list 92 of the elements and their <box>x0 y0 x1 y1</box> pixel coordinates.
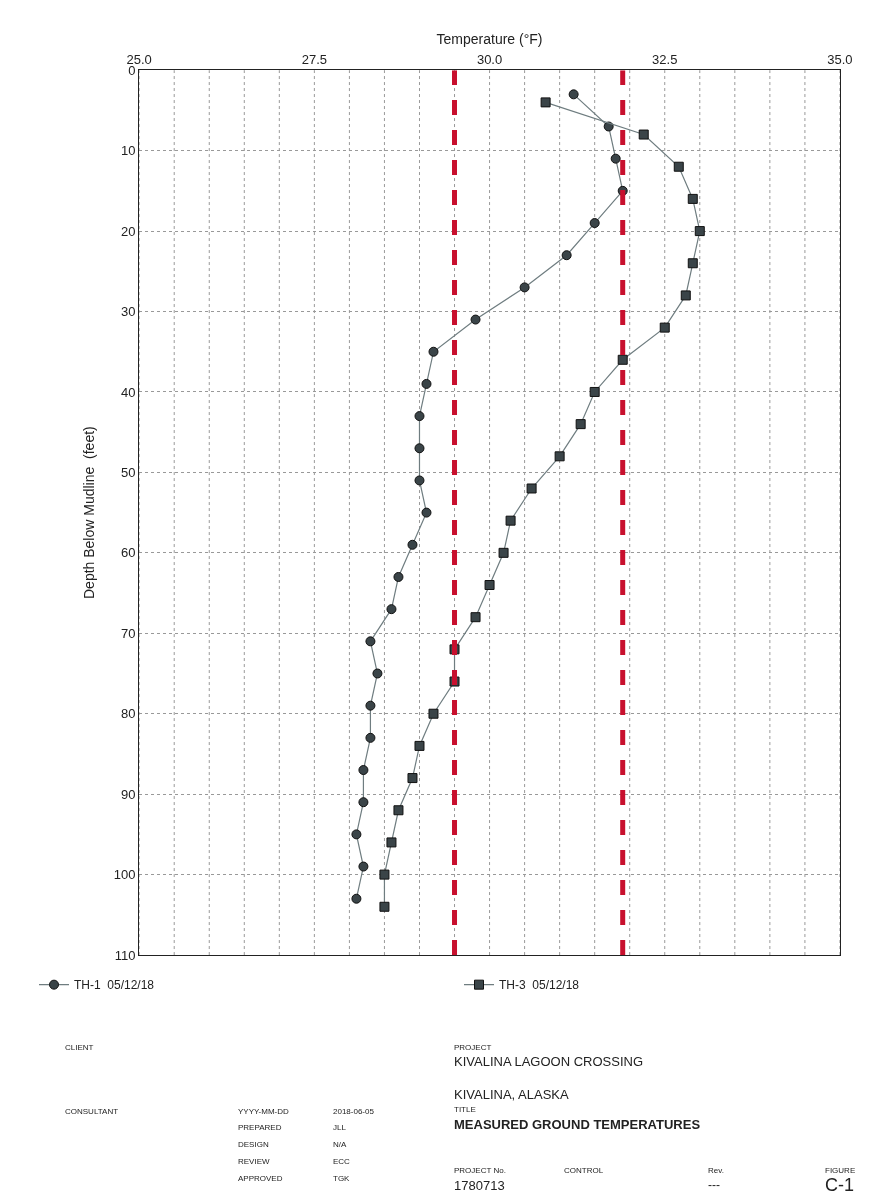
point <box>386 837 397 848</box>
point <box>414 740 425 751</box>
text: YYYY-MM-DD <box>238 1107 290 1116</box>
text: 1780713 <box>454 1178 505 1193</box>
text: MEASURED GROUND TEMPERATURES <box>454 1117 701 1132</box>
x-tick-label: 30.0 <box>476 52 503 67</box>
point <box>428 708 439 719</box>
point <box>505 515 516 526</box>
y-tick-label: 90 <box>121 786 136 802</box>
x-tick-label: 32.5 <box>652 52 678 67</box>
point <box>393 805 404 816</box>
point <box>372 668 383 679</box>
legend-label: TH-1 05/12/18 <box>74 978 155 993</box>
text: Rev. <box>708 1166 724 1175</box>
text: JLL <box>333 1123 347 1132</box>
point <box>589 386 600 397</box>
point <box>568 89 579 100</box>
point <box>365 732 376 743</box>
point <box>638 129 649 140</box>
y-tick-label: 10 <box>121 143 136 159</box>
point <box>414 475 425 486</box>
legend-label: TH-3 05/12/18 <box>499 978 580 993</box>
y-tick-label: 50 <box>121 464 136 480</box>
text: KIVALINA, ALASKA <box>454 1087 569 1102</box>
y-tick-label: 110 <box>114 947 136 963</box>
text: CONTROL <box>564 1166 604 1175</box>
text: PREPARED <box>238 1123 282 1132</box>
y-tick-label: 30 <box>121 304 136 320</box>
point <box>526 483 537 494</box>
point <box>694 226 705 237</box>
point <box>351 829 362 840</box>
text: DESIGN <box>238 1140 269 1149</box>
point <box>659 322 670 333</box>
point <box>379 869 390 880</box>
point <box>470 314 481 325</box>
point <box>358 765 369 776</box>
point <box>414 443 425 454</box>
point <box>575 419 586 430</box>
point <box>540 97 551 108</box>
point <box>358 797 369 808</box>
point <box>428 346 439 357</box>
point <box>421 378 432 389</box>
y-tick-label: 70 <box>121 625 136 641</box>
point <box>421 507 432 518</box>
y-tick-label: 100 <box>113 867 136 883</box>
point <box>589 218 600 229</box>
y-tick-label: 40 <box>121 384 136 400</box>
y-tick-label: 20 <box>121 223 136 239</box>
point <box>393 571 404 582</box>
text: APPROVED <box>238 1174 283 1183</box>
x-tick-label: 27.5 <box>301 52 328 67</box>
point <box>673 161 684 172</box>
point <box>498 547 509 558</box>
point <box>365 700 376 711</box>
y-axis-title: Depth Below Mudline (feet) <box>81 426 98 599</box>
point <box>554 451 565 462</box>
text: 2018-06-05 <box>333 1107 375 1116</box>
point <box>407 773 418 784</box>
point <box>484 580 495 591</box>
y-tick-label: 60 <box>121 545 136 561</box>
x-axis-title: Temperature (°F) <box>436 30 543 47</box>
point <box>687 193 698 204</box>
point <box>561 250 572 261</box>
text: CONSULTANT <box>65 1107 119 1116</box>
point <box>386 604 397 615</box>
point <box>519 282 530 293</box>
x-tick-label: 25.0 <box>126 52 152 67</box>
text: TGK <box>333 1174 351 1183</box>
text: TITLE <box>454 1105 476 1114</box>
text: N/A <box>333 1140 347 1149</box>
text: PROJECT <box>454 1043 492 1052</box>
x-tick-label: 35.0 <box>827 52 853 67</box>
text: PROJECT No. <box>454 1166 506 1175</box>
text: KIVALINA LAGOON CROSSING <box>454 1054 644 1069</box>
point <box>379 901 390 912</box>
text: CLIENT <box>65 1043 94 1052</box>
point <box>470 612 481 623</box>
point <box>680 290 691 301</box>
y-tick-label: 80 <box>121 706 136 722</box>
text: FIGURE <box>825 1166 856 1175</box>
point <box>610 153 621 164</box>
text: REVIEW <box>238 1157 271 1166</box>
point <box>687 258 698 269</box>
point <box>617 354 628 365</box>
point <box>414 411 425 422</box>
point <box>351 893 362 904</box>
point <box>407 539 418 550</box>
text: C-1 <box>825 1175 855 1195</box>
point <box>365 636 376 647</box>
point <box>358 861 369 872</box>
text: ECC <box>333 1157 351 1166</box>
text: --- <box>708 1178 720 1192</box>
